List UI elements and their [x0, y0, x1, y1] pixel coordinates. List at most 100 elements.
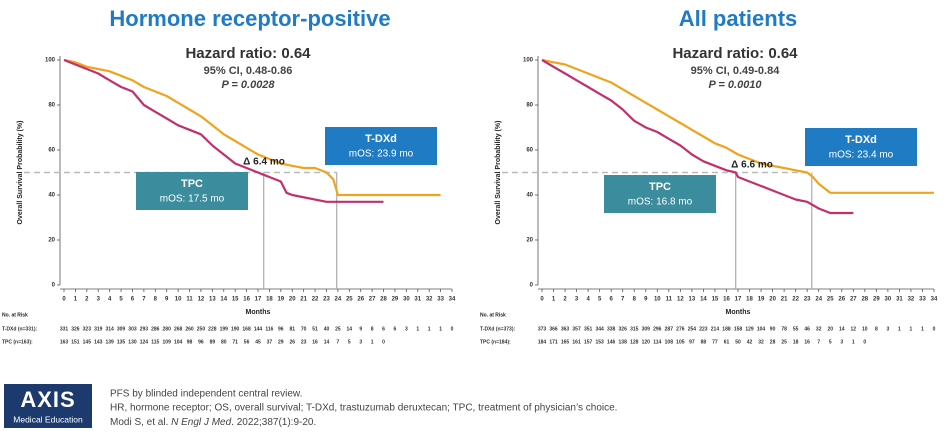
risk-count: 3 — [886, 326, 889, 332]
x-tick-label: 20 — [289, 297, 296, 303]
x-tick-label: 29 — [392, 297, 399, 303]
x-tick-label: 26 — [357, 297, 364, 303]
risk-count: 1 — [898, 326, 901, 332]
confidence-interval: 95% CI, 0.48-0.86 — [204, 65, 293, 77]
risk-count: 3 — [359, 339, 362, 345]
x-tick-label: 32 — [908, 297, 915, 303]
survival-curve — [541, 58, 934, 194]
x-tick-label: 7 — [621, 297, 625, 303]
x-tick-label: 14 — [220, 297, 227, 303]
risk-count: 16 — [312, 339, 318, 345]
risk-count: 326 — [71, 326, 80, 332]
risk-count: 214 — [711, 326, 720, 332]
risk-count: 1 — [371, 339, 374, 345]
risk-count: 146 — [607, 339, 616, 345]
risk-count: 0 — [382, 339, 385, 345]
risk-count: 10 — [862, 326, 868, 332]
risk-count: 314 — [105, 326, 114, 332]
x-tick-label: 30 — [403, 297, 410, 303]
x-tick-label: 26 — [838, 297, 845, 303]
x-tick-label: 19 — [758, 297, 765, 303]
x-tick-label: 16 — [243, 297, 250, 303]
risk-label: T-DXd (n=331): — [2, 326, 37, 332]
y-tick-label: 100 — [45, 58, 56, 64]
survival-curve — [541, 59, 854, 215]
x-tick-label: 3 — [97, 297, 101, 303]
chart-title: All patients — [679, 6, 798, 31]
x-tick-label: 17 — [735, 297, 742, 303]
risk-count: 20 — [827, 326, 833, 332]
risk-count: 144 — [254, 326, 263, 332]
risk-count: 70 — [301, 326, 307, 332]
x-tick-label: 18 — [746, 297, 753, 303]
x-tick-label: 3 — [575, 297, 579, 303]
risk-count: 363 — [561, 326, 570, 332]
y-tick-label: 100 — [523, 58, 534, 64]
risk-count: 1 — [439, 326, 442, 332]
risk-count: 108 — [665, 339, 674, 345]
delta-label: Δ 6.6 mo — [731, 160, 773, 171]
x-tick-label: 1 — [74, 297, 78, 303]
risk-count: 23 — [301, 339, 307, 345]
risk-count: 7 — [336, 339, 339, 345]
y-tick-label: 80 — [48, 103, 55, 109]
x-tick-label: 2 — [563, 297, 567, 303]
risk-count: 323 — [83, 326, 92, 332]
risk-count: 115 — [151, 339, 159, 345]
risk-count: 366 — [549, 326, 558, 332]
median-label: mOS: 17.5 mo — [160, 194, 225, 205]
x-tick-label: 30 — [885, 297, 892, 303]
x-tick-label: 33 — [437, 297, 444, 303]
risk-count: 8 — [371, 326, 374, 332]
risk-count: 104 — [757, 326, 766, 332]
risk-count: 98 — [187, 339, 193, 345]
x-tick-label: 0 — [62, 297, 66, 303]
confidence-interval: 95% CI, 0.49-0.84 — [691, 65, 781, 77]
x-tick-label: 13 — [209, 297, 216, 303]
x-tick-label: 34 — [931, 297, 938, 303]
risk-count: 56 — [244, 339, 250, 345]
risk-count: 309 — [117, 326, 126, 332]
risk-count: 344 — [595, 326, 604, 332]
x-tick-label: 15 — [232, 297, 239, 303]
risk-count: 129 — [745, 326, 754, 332]
x-tick-label: 19 — [277, 297, 284, 303]
risk-count: 171 — [549, 339, 558, 345]
y-tick-label: 0 — [530, 283, 534, 289]
x-tick-label: 25 — [827, 297, 834, 303]
x-tick-label: 31 — [896, 297, 903, 303]
x-tick-label: 6 — [610, 297, 614, 303]
risk-count: 90 — [770, 326, 776, 332]
risk-count: 25 — [781, 339, 787, 345]
risk-count: 42 — [747, 339, 753, 345]
x-axis-title: Months — [726, 309, 751, 316]
x-tick-label: 9 — [165, 297, 169, 303]
risk-count: 250 — [197, 326, 206, 332]
x-tick-label: 8 — [633, 297, 637, 303]
risk-count: 88 — [701, 339, 707, 345]
risk-count: 0 — [451, 326, 454, 332]
risk-count: 296 — [653, 326, 662, 332]
risk-title: No. at Risk — [480, 312, 506, 318]
risk-count: 184 — [538, 339, 547, 345]
risk-count: 45 — [255, 339, 261, 345]
risk-count: 51 — [312, 326, 318, 332]
x-tick-label: 22 — [312, 297, 319, 303]
x-tick-label: 10 — [654, 297, 661, 303]
logo-name: AXIS — [20, 387, 75, 412]
risk-count: 1 — [910, 326, 913, 332]
footnote: HR, hormone receptor; OS, overall surviv… — [110, 403, 617, 414]
risk-count: 199 — [220, 326, 229, 332]
median-box — [325, 127, 437, 165]
legend-name: TPC — [181, 178, 203, 190]
y-tick-label: 20 — [526, 238, 533, 244]
x-tick-label: 21 — [781, 297, 788, 303]
citation-journal: N Engl J Med — [171, 417, 231, 428]
risk-count: 3 — [840, 339, 843, 345]
risk-count: 276 — [676, 326, 685, 332]
x-axis-title: Months — [246, 309, 271, 316]
risk-count: 286 — [151, 326, 160, 332]
risk-count: 97 — [689, 339, 695, 345]
risk-count: 228 — [208, 326, 217, 332]
x-tick-label: 24 — [335, 297, 342, 303]
